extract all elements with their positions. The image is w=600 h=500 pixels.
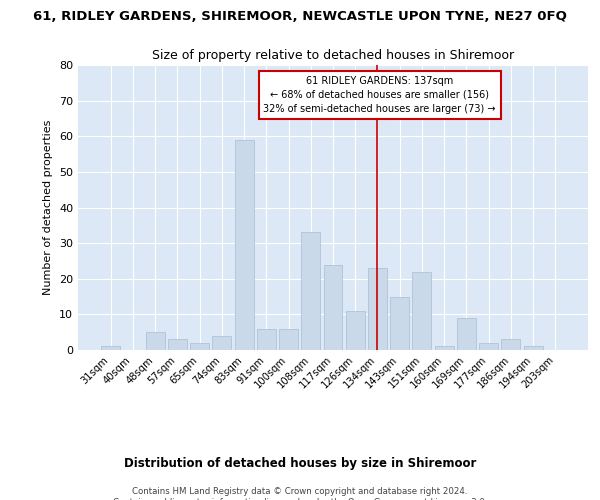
- Bar: [279, 328, 298, 350]
- Bar: [301, 232, 320, 350]
- Bar: [323, 264, 343, 350]
- Bar: [524, 346, 542, 350]
- Text: Distribution of detached houses by size in Shiremoor: Distribution of detached houses by size …: [124, 458, 476, 470]
- Bar: [390, 296, 409, 350]
- Text: Contains HM Land Registry data © Crown copyright and database right 2024.
Contai: Contains HM Land Registry data © Crown c…: [113, 488, 487, 500]
- Bar: [457, 318, 476, 350]
- Bar: [190, 343, 209, 350]
- Bar: [412, 272, 431, 350]
- Bar: [502, 340, 520, 350]
- Bar: [168, 340, 187, 350]
- Title: Size of property relative to detached houses in Shiremoor: Size of property relative to detached ho…: [152, 50, 514, 62]
- Bar: [435, 346, 454, 350]
- Bar: [346, 311, 365, 350]
- Bar: [479, 343, 498, 350]
- Bar: [257, 328, 276, 350]
- Bar: [368, 268, 387, 350]
- Text: 61 RIDLEY GARDENS: 137sqm
← 68% of detached houses are smaller (156)
32% of semi: 61 RIDLEY GARDENS: 137sqm ← 68% of detac…: [263, 76, 496, 114]
- Text: 61, RIDLEY GARDENS, SHIREMOOR, NEWCASTLE UPON TYNE, NE27 0FQ: 61, RIDLEY GARDENS, SHIREMOOR, NEWCASTLE…: [33, 10, 567, 23]
- Y-axis label: Number of detached properties: Number of detached properties: [43, 120, 53, 295]
- Bar: [235, 140, 254, 350]
- Bar: [101, 346, 120, 350]
- Bar: [212, 336, 231, 350]
- Bar: [146, 332, 164, 350]
